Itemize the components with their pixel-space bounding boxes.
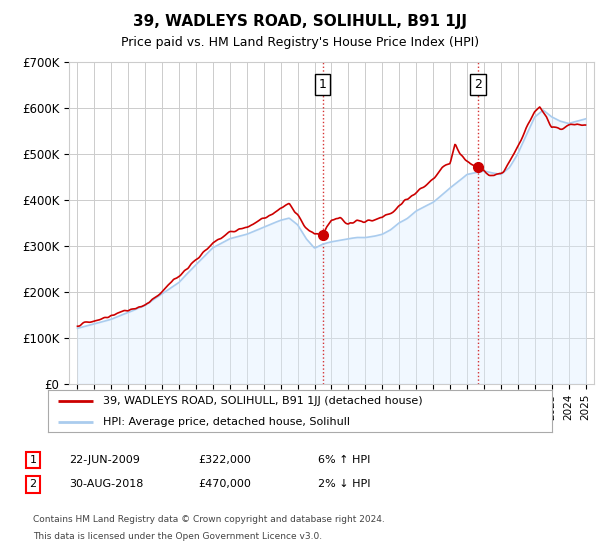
Text: This data is licensed under the Open Government Licence v3.0.: This data is licensed under the Open Gov… <box>33 532 322 541</box>
Text: 30-AUG-2018: 30-AUG-2018 <box>69 479 143 489</box>
Text: 22-JUN-2009: 22-JUN-2009 <box>69 455 140 465</box>
Text: 39, WADLEYS ROAD, SOLIHULL, B91 1JJ (detached house): 39, WADLEYS ROAD, SOLIHULL, B91 1JJ (det… <box>103 396 423 406</box>
Text: £322,000: £322,000 <box>198 455 251 465</box>
Text: 2: 2 <box>29 479 37 489</box>
Text: 1: 1 <box>319 78 326 91</box>
Text: HPI: Average price, detached house, Solihull: HPI: Average price, detached house, Soli… <box>103 417 350 427</box>
Text: 2: 2 <box>474 78 482 91</box>
Text: Contains HM Land Registry data © Crown copyright and database right 2024.: Contains HM Land Registry data © Crown c… <box>33 515 385 524</box>
Text: £470,000: £470,000 <box>198 479 251 489</box>
Text: Price paid vs. HM Land Registry's House Price Index (HPI): Price paid vs. HM Land Registry's House … <box>121 36 479 49</box>
Text: 39, WADLEYS ROAD, SOLIHULL, B91 1JJ: 39, WADLEYS ROAD, SOLIHULL, B91 1JJ <box>133 14 467 29</box>
Text: 1: 1 <box>29 455 37 465</box>
Text: 6% ↑ HPI: 6% ↑ HPI <box>318 455 370 465</box>
Text: 2% ↓ HPI: 2% ↓ HPI <box>318 479 371 489</box>
